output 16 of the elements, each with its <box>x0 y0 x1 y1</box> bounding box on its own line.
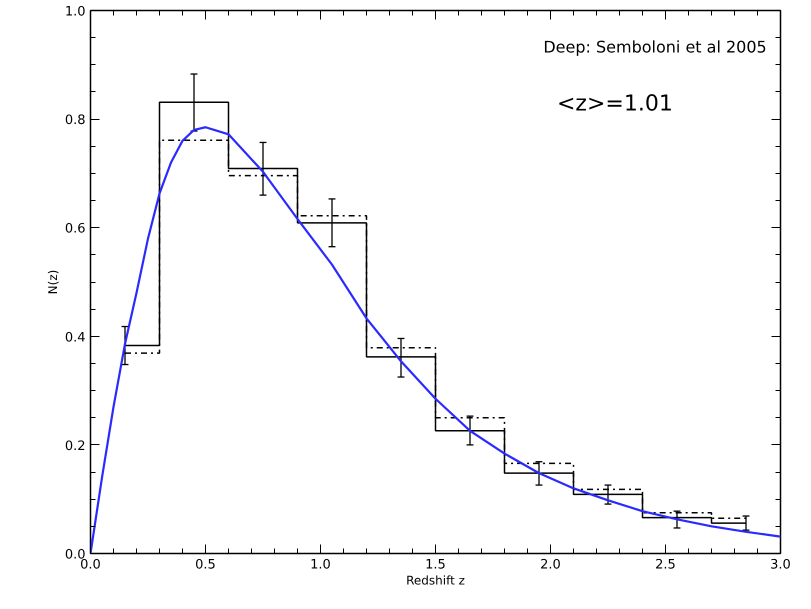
x-tick-label: 1.5 <box>425 558 446 572</box>
y-tick-label: 0.6 <box>64 222 86 237</box>
annotation: <z>=1.01 <box>556 91 673 116</box>
annotation: Deep: Semboloni et al 2005 <box>543 38 767 57</box>
x-tick-label: 0.0 <box>80 558 101 572</box>
x-tick-label: 2.0 <box>540 558 561 572</box>
y-axis-title: N(z) <box>46 270 60 294</box>
x-axis-title: Redshift z <box>406 574 465 588</box>
x-tick-label: 2.5 <box>655 558 676 572</box>
x-tick-label: 1.0 <box>310 558 331 572</box>
y-tick-label: 0.4 <box>64 330 86 346</box>
y-tick-label: 1.0 <box>64 4 86 20</box>
y-tick-label: 0.8 <box>64 113 86 128</box>
x-tick-label: 3.0 <box>770 558 791 572</box>
y-tick-label: 0.2 <box>64 438 86 454</box>
x-tick-label: 0.5 <box>195 558 216 572</box>
